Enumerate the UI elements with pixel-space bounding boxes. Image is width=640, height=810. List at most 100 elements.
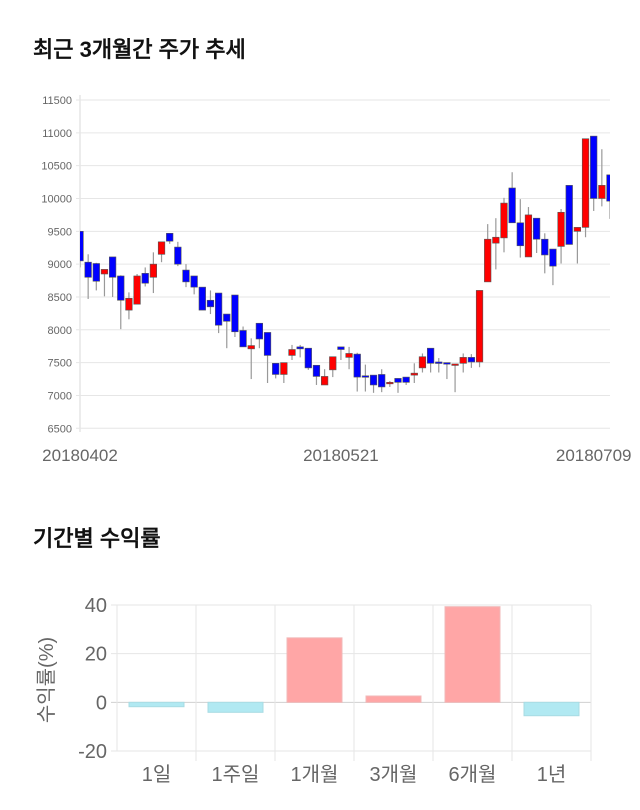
- candle-body: [117, 275, 125, 301]
- candle: [312, 364, 321, 385]
- candle-body: [581, 138, 590, 228]
- x-tick-label: 6개월: [449, 763, 497, 786]
- y-tick-label: 9000: [48, 259, 72, 271]
- price-chart-title: 최근 3개월간 주가 추세: [33, 37, 246, 62]
- candle-body: [573, 227, 581, 232]
- candle-body: [451, 363, 459, 366]
- candle: [296, 344, 304, 358]
- candle: [157, 241, 166, 263]
- candle: [524, 207, 533, 258]
- candle: [386, 381, 394, 387]
- candle-body: [402, 376, 410, 383]
- candle: [215, 292, 223, 334]
- candle-body: [84, 261, 92, 278]
- candle-body: [353, 353, 361, 378]
- y-tick-label: 8500: [48, 292, 72, 304]
- candle-body: [500, 202, 508, 239]
- candle-body: [296, 346, 304, 350]
- x-tick-label: 1년: [537, 763, 567, 786]
- candle-body: [606, 174, 610, 202]
- candle-body: [182, 269, 190, 283]
- candle: [239, 326, 247, 348]
- price-candlestick-chart: 11500 11000 10500 10000 9500 9000 8500 8000 7500…: [41, 95, 632, 465]
- candle: [541, 233, 549, 274]
- candle: [206, 290, 215, 315]
- candle: [467, 354, 475, 368]
- candle-body: [565, 185, 573, 245]
- candle: [321, 369, 329, 386]
- candle: [109, 256, 117, 297]
- candle: [149, 252, 157, 294]
- candle: [427, 347, 435, 373]
- y-tick-label: 0: [96, 692, 107, 714]
- candle-body: [239, 330, 247, 348]
- candle: [590, 135, 598, 211]
- candle-body: [427, 347, 435, 364]
- y-tick-label: 10000: [41, 193, 72, 205]
- candle-body: [141, 273, 149, 284]
- candle-body: [198, 286, 206, 311]
- x-tick-label: 3개월: [370, 763, 418, 786]
- candle-body: [272, 362, 280, 375]
- y-tick-label: -20: [78, 741, 107, 763]
- returns-chart-title: 기간별 수익률: [33, 526, 161, 551]
- candle-body: [231, 294, 239, 333]
- bar: [207, 701, 264, 713]
- candle-body: [459, 357, 467, 364]
- candle-body: [475, 290, 484, 363]
- candle: [410, 363, 418, 383]
- candle-body: [386, 382, 394, 385]
- y-tick-label: 10500: [41, 161, 72, 173]
- candle-body: [378, 374, 386, 388]
- candle-body: [492, 236, 500, 244]
- candle: [533, 217, 541, 253]
- candle-body: [443, 362, 451, 365]
- candle: [263, 332, 272, 383]
- candle: [247, 338, 255, 380]
- y-tick-label: 20: [85, 644, 107, 666]
- candle: [606, 174, 610, 219]
- candle-body: [557, 211, 565, 247]
- candle: [255, 322, 263, 349]
- candle: [443, 362, 451, 380]
- candle-body: [533, 217, 541, 240]
- candle: [369, 374, 378, 393]
- y-tick-label: 11500: [42, 95, 72, 107]
- candle: [280, 362, 288, 383]
- candle-body: [394, 378, 402, 383]
- candle: [557, 208, 565, 264]
- candle-body: [435, 361, 443, 364]
- candle: [190, 275, 198, 295]
- candle: [573, 227, 581, 264]
- candle: [84, 254, 92, 299]
- x-tick-label: 1일: [142, 763, 172, 786]
- x-tick-label: 1주일: [212, 763, 260, 786]
- candle: [125, 292, 133, 320]
- candle-body: [541, 238, 549, 256]
- bar: [523, 701, 580, 717]
- candle-body: [125, 297, 133, 311]
- candle-body: [149, 263, 157, 278]
- candle: [581, 138, 590, 238]
- candle: [198, 286, 206, 311]
- candle-body: [418, 356, 427, 369]
- candle: [117, 275, 125, 330]
- candle-body: [304, 347, 312, 369]
- candle: [182, 264, 190, 288]
- candle-body: [215, 292, 223, 326]
- candle: [418, 353, 427, 373]
- candle-body: [321, 376, 329, 386]
- candle: [435, 358, 443, 373]
- y-tick-label: 7500: [48, 358, 72, 370]
- candle-body: [157, 241, 166, 255]
- candle: [492, 218, 500, 270]
- candle: [272, 362, 280, 379]
- candle-body: [92, 263, 100, 282]
- bar: [128, 701, 185, 708]
- candle: [345, 346, 353, 370]
- y-tick-label: 9500: [48, 226, 72, 238]
- candle-body: [100, 269, 109, 275]
- y-tick-label: 7000: [48, 390, 72, 402]
- candle: [223, 313, 231, 349]
- bar: [444, 606, 501, 703]
